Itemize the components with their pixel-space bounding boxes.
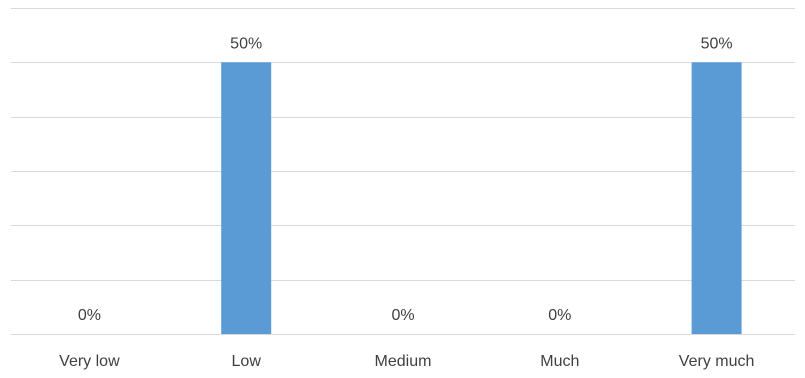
- data-labels: 0% 50% 0% 0% 50%: [78, 35, 733, 324]
- bars: [221, 62, 742, 335]
- data-label: 0%: [391, 307, 414, 324]
- bar-low: [221, 62, 272, 335]
- x-tick-label: Very much: [679, 353, 755, 370]
- gridlines: [11, 8, 795, 281]
- data-label: 50%: [230, 35, 262, 52]
- x-tick-labels: Very low Low Medium Much Very much: [59, 353, 754, 370]
- x-tick-label: Much: [540, 353, 579, 370]
- x-tick-label: Low: [232, 353, 262, 370]
- data-label: 0%: [548, 307, 571, 324]
- x-tick-label: Very low: [59, 353, 120, 370]
- data-label: 50%: [701, 35, 733, 52]
- data-label: 0%: [78, 307, 101, 324]
- bar-very-much: [691, 62, 742, 335]
- x-tick-label: Medium: [375, 353, 432, 370]
